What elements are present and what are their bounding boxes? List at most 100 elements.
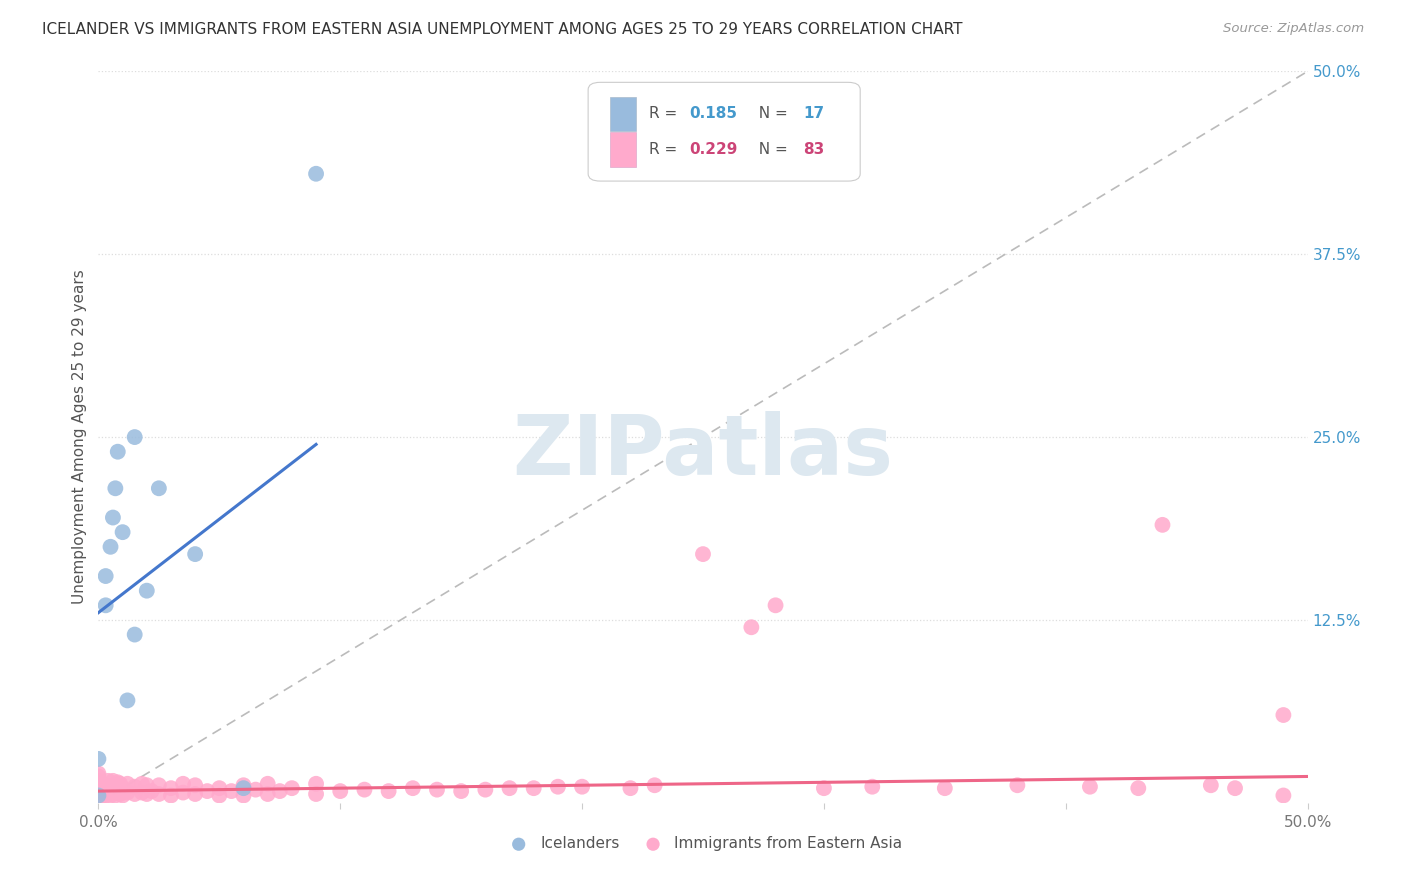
- Point: [269, 784, 291, 798]
- Point: [94, 778, 117, 792]
- Point: [111, 525, 134, 540]
- Point: [87, 796, 110, 810]
- Point: [765, 599, 787, 613]
- Point: [107, 444, 129, 458]
- Point: [281, 781, 304, 796]
- Point: [87, 781, 110, 796]
- Point: [353, 782, 375, 797]
- Point: [87, 773, 110, 788]
- Point: [256, 787, 278, 801]
- Point: [131, 786, 153, 800]
- Point: [160, 781, 183, 796]
- Point: [740, 620, 762, 634]
- Point: [135, 778, 157, 792]
- Point: [101, 510, 124, 524]
- Point: [108, 787, 131, 801]
- Point: [305, 777, 328, 791]
- Y-axis label: Unemployment Among Ages 25 to 29 years: Unemployment Among Ages 25 to 29 years: [72, 269, 87, 605]
- Point: [91, 789, 114, 803]
- Point: [172, 786, 194, 800]
- Point: [232, 778, 254, 792]
- Point: [104, 481, 127, 495]
- Point: [245, 782, 267, 797]
- Point: [141, 784, 163, 798]
- Point: [87, 752, 110, 766]
- Point: [195, 784, 218, 798]
- Point: [1078, 780, 1101, 794]
- Point: [117, 693, 139, 707]
- Point: [131, 777, 153, 791]
- Point: [87, 789, 110, 803]
- Point: [1272, 789, 1295, 803]
- Point: [94, 599, 117, 613]
- Point: [100, 781, 122, 796]
- Point: [87, 784, 110, 798]
- Point: [94, 569, 117, 583]
- Point: [160, 789, 183, 803]
- FancyBboxPatch shape: [588, 82, 860, 181]
- FancyBboxPatch shape: [610, 96, 637, 131]
- Point: [547, 780, 569, 794]
- Point: [172, 777, 194, 791]
- Point: [860, 780, 883, 794]
- Point: [184, 787, 207, 801]
- Text: N =: N =: [749, 106, 793, 121]
- Point: [135, 787, 157, 801]
- Point: [1007, 778, 1029, 792]
- Point: [221, 784, 243, 798]
- Point: [208, 789, 231, 803]
- Point: [108, 777, 131, 791]
- Point: [329, 784, 352, 798]
- Point: [148, 481, 170, 495]
- Point: [644, 778, 666, 792]
- Point: [208, 781, 231, 796]
- Point: [124, 787, 146, 801]
- Point: [91, 781, 114, 796]
- Point: [94, 789, 117, 803]
- Point: [184, 547, 207, 561]
- Point: [232, 789, 254, 803]
- Point: [450, 784, 472, 798]
- Point: [232, 781, 254, 796]
- Point: [1199, 778, 1222, 792]
- Text: 0.229: 0.229: [690, 142, 738, 157]
- Point: [101, 773, 124, 788]
- Point: [813, 781, 835, 796]
- Point: [87, 789, 110, 803]
- Point: [148, 787, 170, 801]
- Text: 0.185: 0.185: [690, 106, 738, 121]
- Text: N =: N =: [749, 142, 793, 157]
- Point: [305, 167, 328, 181]
- Point: [256, 777, 278, 791]
- Text: 17: 17: [803, 106, 824, 121]
- Point: [117, 777, 139, 791]
- Point: [377, 784, 399, 798]
- Point: [111, 789, 134, 803]
- Point: [184, 778, 207, 792]
- Point: [87, 766, 110, 780]
- Text: 83: 83: [803, 142, 824, 157]
- Point: [87, 778, 110, 792]
- Point: [124, 780, 146, 794]
- Point: [1223, 781, 1246, 796]
- Text: Source: ZipAtlas.com: Source: ZipAtlas.com: [1223, 22, 1364, 36]
- Point: [148, 778, 170, 792]
- Text: R =: R =: [648, 106, 682, 121]
- Point: [934, 781, 956, 796]
- Point: [1272, 708, 1295, 723]
- Point: [402, 781, 425, 796]
- Point: [571, 780, 593, 794]
- Point: [124, 430, 146, 444]
- Point: [104, 778, 127, 792]
- Point: [117, 786, 139, 800]
- Point: [474, 782, 496, 797]
- Text: ICELANDER VS IMMIGRANTS FROM EASTERN ASIA UNEMPLOYMENT AMONG AGES 25 TO 29 YEARS: ICELANDER VS IMMIGRANTS FROM EASTERN ASI…: [42, 22, 963, 37]
- Point: [498, 781, 520, 796]
- FancyBboxPatch shape: [610, 132, 637, 167]
- Point: [97, 773, 120, 788]
- Point: [97, 784, 120, 798]
- Point: [1152, 517, 1174, 532]
- Point: [104, 789, 127, 803]
- Point: [124, 627, 146, 641]
- Point: [107, 786, 129, 800]
